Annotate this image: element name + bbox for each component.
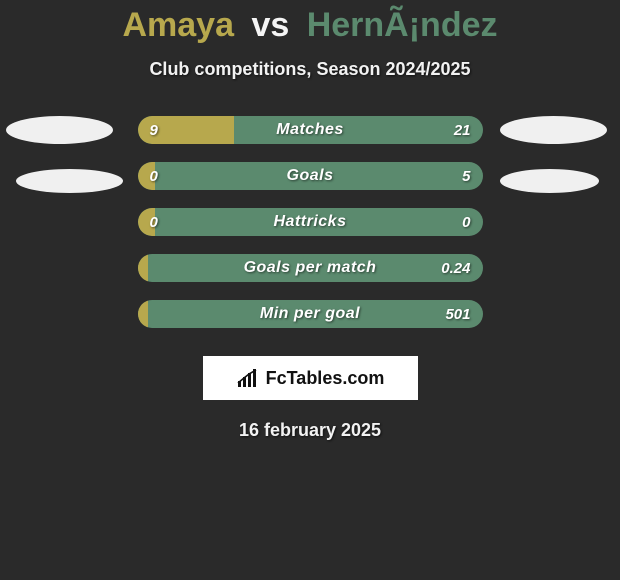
player-badge-ellipse bbox=[500, 169, 599, 193]
stats-area: 9Matches210Goals50Hattricks0Goals per ma… bbox=[0, 116, 620, 328]
player-badge-ellipse bbox=[6, 116, 113, 144]
stat-value-right: 21 bbox=[454, 116, 471, 144]
stat-bar: Goals per match0.24 bbox=[138, 254, 483, 282]
player2-name: HernÃ¡ndez bbox=[307, 6, 498, 44]
stat-label: Goals bbox=[138, 162, 483, 190]
stat-bar: 0Goals5 bbox=[138, 162, 483, 190]
subtitle: Club competitions, Season 2024/2025 bbox=[0, 59, 620, 80]
vs-label: vs bbox=[251, 6, 289, 44]
stat-label: Hattricks bbox=[138, 208, 483, 236]
stat-value-right: 0 bbox=[462, 208, 470, 236]
stat-bar: 9Matches21 bbox=[138, 116, 483, 144]
stat-label: Matches bbox=[138, 116, 483, 144]
chart-icon bbox=[236, 369, 260, 387]
player1-name: Amaya bbox=[122, 6, 234, 44]
stat-value-right: 0.24 bbox=[441, 254, 470, 282]
stat-label: Min per goal bbox=[138, 300, 483, 328]
stat-bar: 0Hattricks0 bbox=[138, 208, 483, 236]
stat-label: Goals per match bbox=[138, 254, 483, 282]
stat-bars-column: 9Matches210Goals50Hattricks0Goals per ma… bbox=[138, 116, 483, 328]
brand-box[interactable]: FcTables.com bbox=[203, 356, 418, 400]
footer-date: 16 february 2025 bbox=[0, 420, 620, 441]
stat-value-right: 501 bbox=[445, 300, 470, 328]
stat-value-right: 5 bbox=[462, 162, 470, 190]
comparison-title: Amaya vs HernÃ¡ndez bbox=[0, 0, 620, 49]
player-badge-ellipse bbox=[16, 169, 123, 193]
player-badge-ellipse bbox=[500, 116, 607, 144]
stat-bar: Min per goal501 bbox=[138, 300, 483, 328]
brand-text: FcTables.com bbox=[266, 368, 385, 389]
